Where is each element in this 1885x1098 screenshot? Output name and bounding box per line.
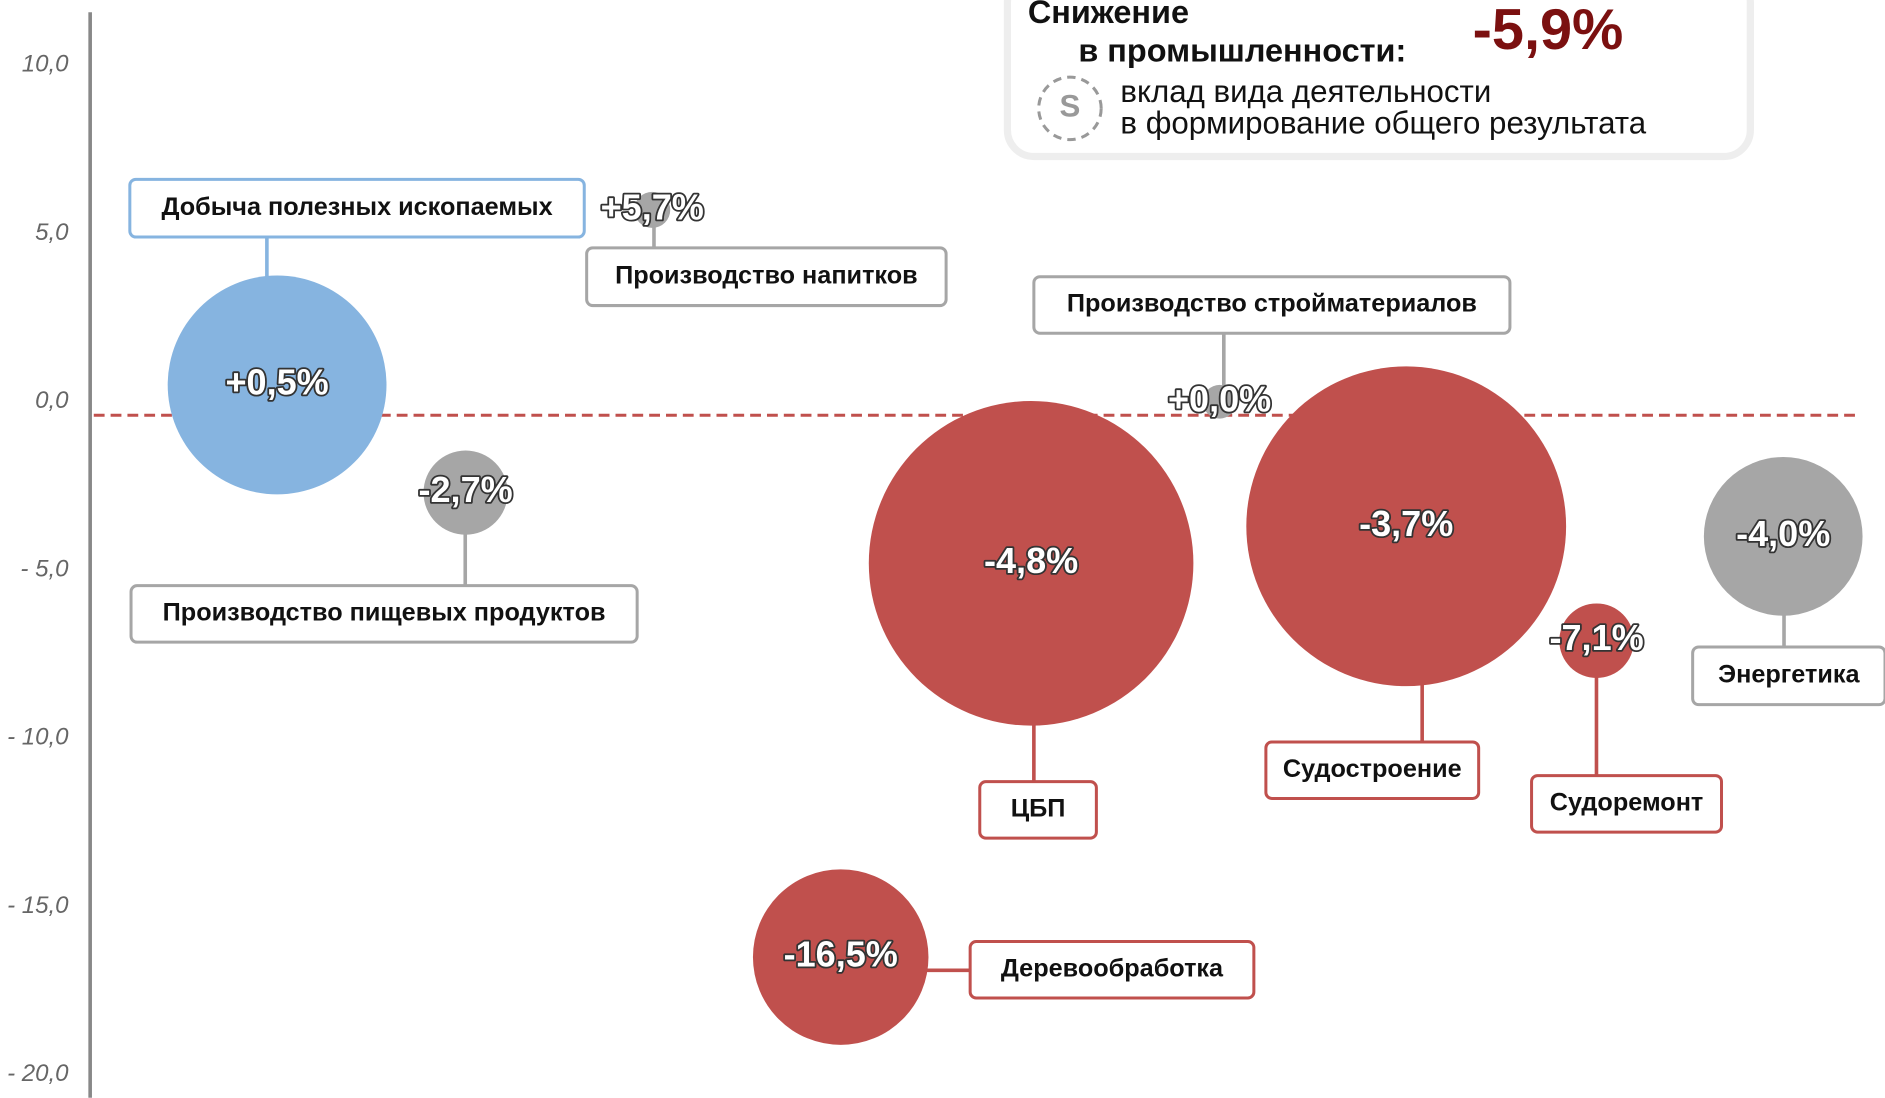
- value-label: -4,8%: [984, 540, 1078, 581]
- bubble: [752, 869, 929, 1045]
- value-label: +0,0%: [1168, 378, 1271, 419]
- bubble: [1246, 366, 1567, 687]
- bubbles: +0,5% +5,7% -2,7% +0,0% -4,8% -3,7% -7,1% -4,0%…: [167, 185, 1863, 1045]
- category-label: Деревообработка: [1001, 954, 1224, 982]
- category-label: Добыча полезных ископаемых: [161, 193, 552, 221]
- label-box: [1264, 740, 1481, 800]
- summary-frame: [1003, 0, 1754, 161]
- category-label: Судоремонт: [1550, 789, 1704, 817]
- label-box: [1691, 645, 1885, 707]
- y-tick-label: 10,0: [22, 51, 69, 78]
- summary-box: Снижение в промышленности: -5,9% S вклад…: [1003, 0, 1754, 161]
- category-label: Производство пищевых продуктов: [163, 599, 606, 627]
- y-tick-label: - 5,0: [20, 555, 69, 582]
- label-box: [978, 780, 1098, 840]
- label-box: [968, 940, 1256, 1000]
- legend-text: вклад вида деятельности: [1120, 74, 1491, 109]
- y-tick-label: 5,0: [35, 219, 69, 246]
- value-label: -4,0%: [1736, 513, 1830, 554]
- legend-symbol-circle: [1037, 75, 1103, 142]
- value-label: -7,1%: [1550, 617, 1644, 658]
- bubble: [868, 401, 1194, 726]
- label-box: [1032, 275, 1512, 335]
- legend-symbol: S: [1060, 89, 1081, 124]
- bubble: [1703, 457, 1863, 616]
- bubble: [1559, 603, 1634, 678]
- value-label: +5,7%: [601, 186, 704, 227]
- summary-title: Снижение: [1028, 0, 1189, 30]
- label-box: [1530, 774, 1724, 834]
- category-label: ЦБП: [1011, 795, 1066, 823]
- y-tick-label: - 15,0: [7, 892, 69, 919]
- summary-title: в промышленности:: [1078, 33, 1406, 69]
- label-box: [585, 246, 948, 308]
- bubble: [1202, 384, 1237, 419]
- value-label: -16,5%: [784, 934, 898, 975]
- category-label: Энергетика: [1718, 661, 1860, 689]
- label-box: [129, 584, 639, 644]
- summary-value: -5,9%: [1473, 0, 1624, 62]
- y-tick-label: 0,0: [35, 387, 69, 414]
- legend-text: в формирование общего результата: [1120, 105, 1646, 140]
- label-box: [128, 177, 586, 239]
- value-label: +0,5%: [225, 361, 328, 402]
- y-tick-label: - 20,0: [7, 1060, 69, 1087]
- labels: Добыча полезных ископаемых Производство н…: [128, 177, 1885, 1000]
- category-label: Судостроение: [1283, 755, 1462, 783]
- y-tick-label: - 10,0: [7, 724, 69, 751]
- plot: 10,0 5,0 0,0 - 5,0 - 10,0 - 15,0 - 20,0 +0,5% +5…: [7, 12, 1885, 1098]
- value-label: -3,7%: [1359, 503, 1453, 544]
- bubble: [167, 275, 387, 495]
- category-label: Производство напитков: [615, 261, 918, 289]
- bubble: [634, 191, 671, 228]
- value-label: -2,7%: [419, 469, 513, 510]
- bubble: [423, 450, 508, 535]
- category-label: Производство стройматериалов: [1067, 290, 1477, 318]
